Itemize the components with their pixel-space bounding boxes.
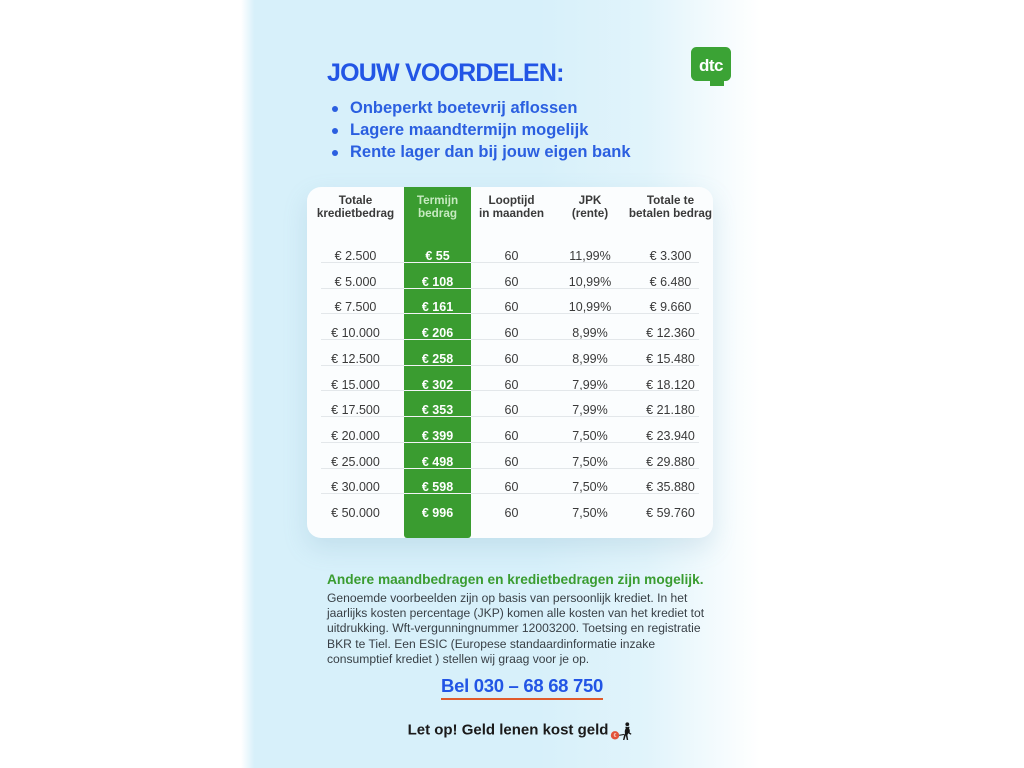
svg-text:dtc: dtc bbox=[699, 56, 723, 75]
svg-text:€: € bbox=[614, 733, 617, 739]
